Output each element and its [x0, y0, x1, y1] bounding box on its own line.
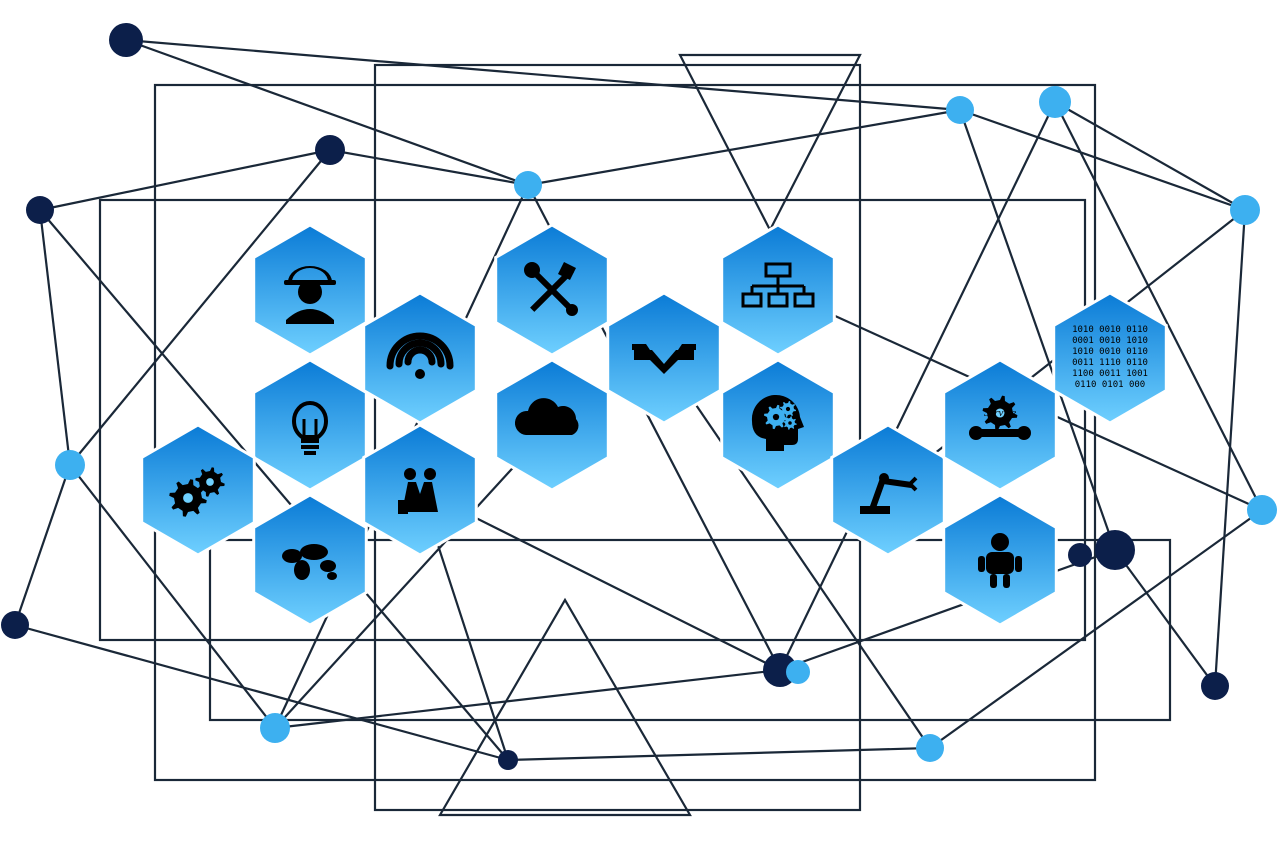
node-n6: [1230, 195, 1260, 225]
hex-teamwork: [364, 425, 477, 555]
hex-orgchart: [722, 225, 835, 355]
hex-gears: [142, 425, 255, 555]
node-n14: [916, 734, 944, 762]
hex-handshake: [608, 293, 721, 423]
svg-text:0001 0010 1010: 0001 0010 1010: [1072, 336, 1148, 346]
svg-text:0011 1110 0110: 0011 1110 0110: [1072, 358, 1148, 368]
hex-service: Service: [944, 360, 1057, 490]
node-n9: [1, 611, 29, 639]
hex-worldmap: [254, 495, 367, 625]
node-n15: [1068, 543, 1092, 567]
hex-headgears: [722, 360, 835, 490]
node-n10: [260, 713, 290, 743]
node-n17: [1247, 495, 1277, 525]
node-n5: [1039, 86, 1071, 118]
hex-worker: [254, 225, 367, 355]
node-n13: [786, 660, 810, 684]
node-n16: [1095, 530, 1135, 570]
node-n8: [55, 450, 85, 480]
svg-text:0110 0101 000: 0110 0101 000: [1075, 380, 1145, 390]
node-n1: [109, 23, 143, 57]
svg-text:1010 0010 0110: 1010 0010 0110: [1072, 325, 1148, 335]
hex-wifi: [364, 293, 477, 423]
binary-icon: 1010 0010 01100001 0010 10101010 0010 01…: [1072, 325, 1148, 390]
node-n7: [26, 196, 54, 224]
svg-text:1010 0010 0110: 1010 0010 0110: [1072, 347, 1148, 357]
hexagon-grid: Service 1010 0010 01100001 0010 10101010 …: [142, 225, 1167, 625]
hex-robotarm: [832, 425, 945, 555]
node-n18: [1201, 672, 1229, 700]
svg-text:Service: Service: [984, 407, 1016, 419]
hex-cloud: [496, 360, 609, 490]
node-n2: [315, 135, 345, 165]
node-n3: [514, 171, 542, 199]
node-n11: [498, 750, 518, 770]
svg-text:1100 0011 1001: 1100 0011 1001: [1072, 369, 1148, 379]
hex-tools: [496, 225, 609, 355]
node-n4: [946, 96, 974, 124]
hex-lightbulb: [254, 360, 367, 490]
hex-binary: 1010 0010 01100001 0010 10101010 0010 01…: [1054, 293, 1167, 423]
network-canvas: Service 1010 0010 01100001 0010 10101010 …: [0, 0, 1280, 853]
